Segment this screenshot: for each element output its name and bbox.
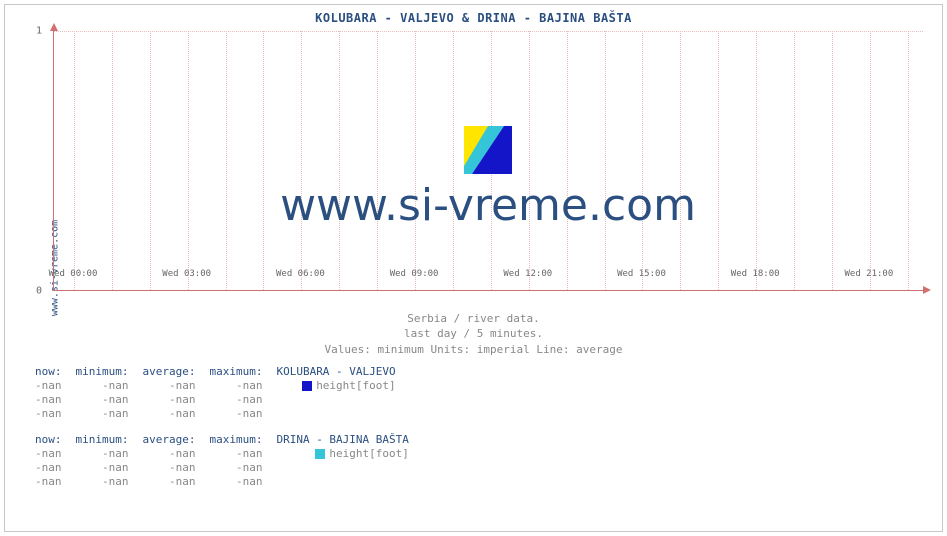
stats-table: now:minimum:average:maximum: KOLUBARA - … [35, 365, 410, 421]
series-label: KOLUBARA - VALJEVO [276, 365, 409, 379]
chart-subtitle: Serbia / river data.last day / 5 minutes… [5, 311, 942, 357]
stats-col-header: minimum: [76, 433, 143, 447]
stats-cell: -nan [76, 393, 143, 407]
stats-row: -nan-nan-nan-nan [35, 393, 410, 407]
gridline-v [605, 31, 606, 290]
stats-cell: -nan [209, 379, 276, 393]
x-tick-label: Wed 09:00 [390, 269, 439, 279]
y-axis-arrow-icon [50, 23, 58, 31]
x-tick-label: Wed 18:00 [731, 269, 780, 279]
stats-row: -nan-nan-nan-nan [35, 407, 410, 421]
stats-col-header: now: [35, 365, 76, 379]
stats-cell: -nan [142, 475, 209, 489]
gridline-v [642, 31, 643, 290]
subtitle-line: last day / 5 minutes. [5, 326, 942, 341]
gridline-v [491, 31, 492, 290]
subtitle-line: Serbia / river data. [5, 311, 942, 326]
stats-col-header: minimum: [76, 365, 143, 379]
stats-cell: -nan [76, 407, 143, 421]
x-tick-label: Wed 00:00 [49, 269, 98, 279]
stats-tables: now:minimum:average:maximum: KOLUBARA - … [35, 365, 922, 501]
stats-cell: -nan [35, 407, 76, 421]
gridline-v [567, 31, 568, 290]
gridline-v [74, 31, 75, 290]
legend-cell: height[foot] [276, 447, 422, 461]
series-label: DRINA - BAJINA BAŠTA [276, 433, 422, 447]
stats-cell: -nan [35, 475, 76, 489]
y-tick-label: 1 [36, 26, 42, 37]
x-tick-label: Wed 15:00 [617, 269, 666, 279]
gridline-v [263, 31, 264, 290]
stats-cell: -nan [76, 461, 143, 475]
metric-label: height[foot] [329, 447, 408, 460]
stats-cell: -nan [209, 407, 276, 421]
stats-cell: -nan [76, 475, 143, 489]
stats-cell: -nan [142, 407, 209, 421]
gridline-v [188, 31, 189, 290]
stats-cell: -nan [209, 393, 276, 407]
gridline-v [377, 31, 378, 290]
stats-cell: -nan [209, 447, 276, 461]
gridline-v [112, 31, 113, 290]
stats-cell: -nan [142, 461, 209, 475]
gridline-v [529, 31, 530, 290]
stats-cell: -nan [35, 393, 76, 407]
stats-row: -nan-nan-nan-nanheight[foot] [35, 447, 423, 461]
legend-swatch-icon [302, 381, 312, 391]
gridline-v [870, 31, 871, 290]
gridline-v [794, 31, 795, 290]
gridline-v [150, 31, 151, 290]
stats-cell: -nan [35, 461, 76, 475]
stats-col-header: maximum: [209, 433, 276, 447]
stats-col-header: now: [35, 433, 76, 447]
x-axis-arrow-icon [923, 286, 931, 294]
stats-cell: -nan [76, 447, 143, 461]
stats-cell: -nan [142, 379, 209, 393]
gridline-v [756, 31, 757, 290]
gridline-v [415, 31, 416, 290]
gridline-v [453, 31, 454, 290]
gridline-v [680, 31, 681, 290]
stats-table: now:minimum:average:maximum: DRINA - BAJ… [35, 433, 423, 489]
chart-title: KOLUBARA - VALJEVO & DRINA - BAJINA BAŠT… [5, 11, 942, 25]
stats-cell: -nan [142, 393, 209, 407]
stats-cell: -nan [142, 447, 209, 461]
stats-col-header: average: [142, 433, 209, 447]
legend-swatch-icon [315, 449, 325, 459]
gridline-v [832, 31, 833, 290]
stats-row: -nan-nan-nan-nanheight[foot] [35, 379, 410, 393]
x-tick-label: Wed 06:00 [276, 269, 325, 279]
gridline-v [301, 31, 302, 290]
stats-col-header: average: [142, 365, 209, 379]
y-tick-label: 0 [36, 286, 42, 297]
subtitle-line: Values: minimum Units: imperial Line: av… [5, 342, 942, 357]
x-tick-label: Wed 21:00 [844, 269, 893, 279]
x-tick-label: Wed 12:00 [503, 269, 552, 279]
stats-row: -nan-nan-nan-nan [35, 461, 423, 475]
stats-col-header: maximum: [209, 365, 276, 379]
plot-area: 01 [53, 31, 923, 291]
legend-cell: height[foot] [276, 379, 409, 393]
gridline-v [908, 31, 909, 290]
stats-row: -nan-nan-nan-nan [35, 475, 423, 489]
stats-cell: -nan [209, 475, 276, 489]
gridline-v [339, 31, 340, 290]
stats-cell: -nan [209, 461, 276, 475]
metric-label: height[foot] [316, 379, 395, 392]
gridline-h [54, 31, 923, 32]
stats-cell: -nan [76, 379, 143, 393]
x-tick-label: Wed 03:00 [162, 269, 211, 279]
gridline-v [718, 31, 719, 290]
chart-frame: www.si-vreme.com KOLUBARA - VALJEVO & DR… [4, 4, 943, 532]
gridline-v [226, 31, 227, 290]
stats-cell: -nan [35, 379, 76, 393]
stats-cell: -nan [35, 447, 76, 461]
